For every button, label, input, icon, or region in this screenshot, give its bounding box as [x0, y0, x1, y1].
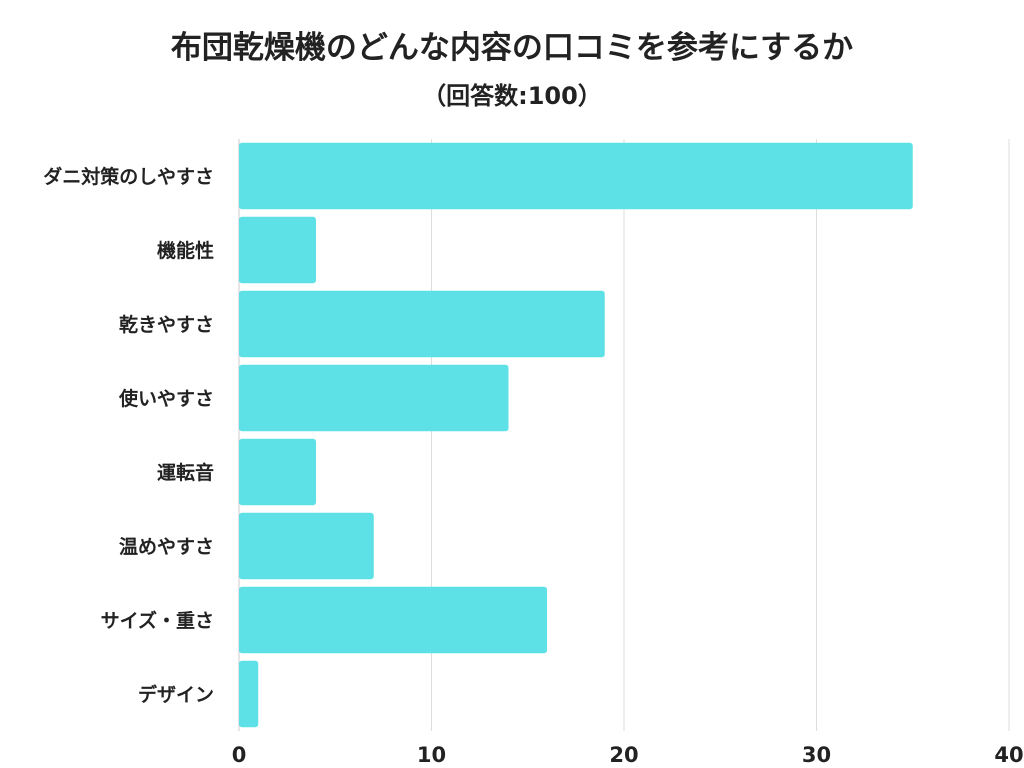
bars [239, 142, 913, 728]
bar-6 [239, 586, 547, 654]
x-tick-label-30: 30 [802, 743, 831, 767]
x-tick-label-20: 20 [609, 743, 638, 767]
category-label-4: 運転音 [157, 461, 214, 484]
category-label-2: 乾きやすさ [119, 313, 214, 336]
x-tick-label-0: 0 [232, 743, 247, 767]
category-label-0: ダニ対策のしやすさ [43, 165, 214, 188]
x-tick-label-40: 40 [994, 743, 1023, 767]
bar-7 [239, 660, 259, 728]
category-label-3: 使いやすさ [118, 388, 214, 410]
bar-0 [239, 142, 913, 210]
bar-3 [239, 364, 509, 432]
category-label-1: 機能性 [157, 239, 214, 262]
category-label-7: デザイン [138, 683, 214, 706]
chart-subtitle: （回答数:100） [422, 82, 602, 110]
category-label-6: サイズ・重さ [101, 609, 214, 632]
x-tick-label-10: 10 [417, 743, 446, 767]
x-axis-ticks: 0 10 20 30 40 [232, 743, 1024, 767]
bar-4 [239, 438, 316, 506]
category-label-5: 温めやすさ [119, 536, 214, 558]
bar-1 [239, 216, 316, 284]
bar-2 [239, 290, 605, 358]
bar-5 [239, 512, 374, 580]
chart-title: 布団乾燥機のどんな内容の口コミを参考にするか [170, 30, 854, 66]
